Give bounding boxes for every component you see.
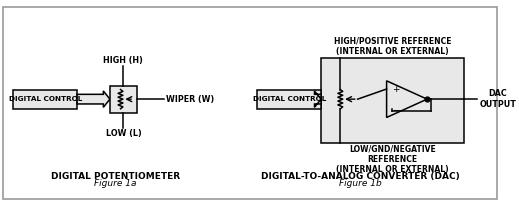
Text: HIGH (H): HIGH (H) [103, 56, 143, 65]
Text: LOW/GND/NEGATIVE
REFERENCE
(INTERNAL OR EXTERNAL): LOW/GND/NEGATIVE REFERENCE (INTERNAL OR … [336, 144, 449, 174]
Text: DIGITAL CONTROL: DIGITAL CONTROL [253, 96, 326, 102]
Polygon shape [315, 91, 321, 107]
Text: WIPER (W): WIPER (W) [166, 95, 214, 104]
Polygon shape [77, 91, 110, 107]
Bar [321, 58, 464, 143]
Bar [13, 89, 77, 109]
Text: −: − [392, 105, 400, 114]
Text: Figure 1b: Figure 1b [339, 179, 382, 188]
Bar [257, 89, 321, 109]
Text: +: + [392, 84, 400, 94]
Text: LOW (L): LOW (L) [105, 129, 141, 138]
Text: HIGH/POSITIVE REFERENCE
(INTERNAL OR EXTERNAL): HIGH/POSITIVE REFERENCE (INTERNAL OR EXT… [334, 36, 451, 56]
Bar [110, 86, 137, 113]
Polygon shape [387, 81, 427, 117]
Text: Figure 1a: Figure 1a [94, 179, 137, 188]
Text: DIGITAL-TO-ANALOG CONVERTER (DAC): DIGITAL-TO-ANALOG CONVERTER (DAC) [261, 172, 460, 181]
Text: DAC
OUTPUT: DAC OUTPUT [479, 89, 516, 109]
Text: DIGITAL POTENTIOMETER: DIGITAL POTENTIOMETER [51, 172, 180, 181]
Text: DIGITAL CONTROL: DIGITAL CONTROL [9, 96, 82, 102]
